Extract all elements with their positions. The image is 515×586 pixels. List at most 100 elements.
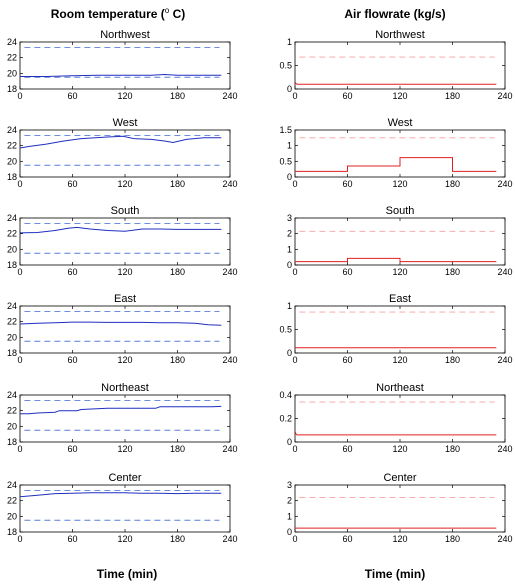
panel-title: East — [114, 293, 136, 305]
panel-title: Center — [383, 472, 416, 484]
y-tick-label: 22 — [7, 229, 17, 239]
series-line — [20, 73, 222, 77]
series-line — [19, 226, 222, 234]
series-line — [20, 405, 222, 415]
panel-title: South — [386, 205, 415, 217]
axes-box — [294, 129, 506, 178]
panel-right-northeast: Northeast 0 0.2 0.4 0 60 120 180 240 — [279, 382, 512, 454]
x-tick-label: 0 — [17, 355, 22, 365]
x-tick-label: 60 — [67, 179, 77, 189]
axes-box — [294, 484, 506, 533]
axes-box — [19, 484, 231, 533]
x-tick-label: 240 — [222, 534, 237, 544]
x-tick-label: 240 — [222, 91, 237, 101]
y-tick-label: 0 — [287, 437, 292, 447]
x-tick-label: 60 — [342, 267, 352, 277]
x-tick-label: 60 — [67, 444, 77, 454]
y-tick-label: 1 — [287, 37, 292, 47]
x-tick-label: 120 — [392, 444, 407, 454]
y-tick-label: 18 — [7, 437, 17, 447]
y-tick-label: 22 — [7, 53, 17, 63]
x-tick-label: 0 — [292, 91, 297, 101]
x-tick-label: 120 — [392, 355, 407, 365]
y-tick-label: 24 — [7, 125, 17, 135]
y-tick-label: 2 — [287, 229, 292, 239]
x-tick-label: 60 — [67, 534, 77, 544]
y-tick-label: 0.5 — [279, 325, 292, 335]
x-tick-label: 0 — [292, 534, 297, 544]
left-xlabel: Time (min) — [97, 567, 157, 581]
y-tick-label: 18 — [7, 172, 17, 182]
y-tick-label: 22 — [7, 406, 17, 416]
x-tick-label: 240 — [497, 179, 512, 189]
y-tick-label: 20 — [7, 511, 17, 521]
series-line — [295, 157, 497, 172]
panel-title: Northwest — [100, 29, 150, 41]
y-tick-label: 24 — [7, 37, 17, 47]
x-tick-label: 240 — [497, 534, 512, 544]
x-tick-label: 240 — [497, 267, 512, 277]
x-tick-label: 240 — [222, 355, 237, 365]
panel-title: East — [389, 293, 411, 305]
x-tick-label: 120 — [392, 91, 407, 101]
panel-title: West — [113, 117, 138, 129]
x-tick-label: 0 — [17, 179, 22, 189]
y-tick-label: 0 — [287, 84, 292, 94]
y-tick-label: 24 — [7, 390, 17, 400]
x-tick-label: 180 — [445, 355, 460, 365]
x-tick-label: 240 — [222, 179, 237, 189]
series-line — [19, 321, 222, 326]
y-tick-label: 20 — [7, 244, 17, 254]
series-line — [19, 492, 222, 498]
panel-right-south: South 0 1 2 3 0 60 120 180 240 — [287, 205, 513, 277]
y-tick-label: 0 — [287, 348, 292, 358]
x-tick-label: 240 — [222, 444, 237, 454]
x-tick-label: 180 — [170, 444, 185, 454]
x-tick-label: 0 — [292, 179, 297, 189]
x-tick-label: 180 — [170, 355, 185, 365]
y-tick-label: 0 — [287, 260, 292, 270]
series-line — [294, 431, 497, 436]
x-tick-label: 180 — [445, 444, 460, 454]
y-tick-label: 18 — [7, 348, 17, 358]
axes-box — [19, 217, 231, 266]
y-tick-label: 1 — [287, 141, 292, 151]
x-tick-label: 180 — [445, 534, 460, 544]
x-tick-label: 60 — [67, 355, 77, 365]
x-tick-label: 60 — [342, 444, 352, 454]
x-tick-label: 120 — [117, 179, 132, 189]
right-column-title: Air flowrate (kg/s) — [344, 7, 445, 21]
y-tick-label: 0.2 — [279, 414, 292, 424]
x-tick-label: 0 — [292, 444, 297, 454]
x-tick-label: 0 — [292, 355, 297, 365]
x-tick-label: 240 — [497, 444, 512, 454]
x-tick-label: 60 — [67, 267, 77, 277]
series-line — [295, 257, 497, 263]
panel-title: West — [388, 117, 413, 129]
panel-right-center: Center 0 1 2 3 0 60 120 180 240 — [287, 472, 513, 544]
y-tick-label: 18 — [7, 260, 17, 270]
y-tick-label: 1 — [287, 301, 292, 311]
x-tick-label: 120 — [117, 267, 132, 277]
y-tick-label: 0.4 — [279, 390, 292, 400]
x-tick-label: 180 — [170, 267, 185, 277]
x-tick-label: 120 — [392, 267, 407, 277]
axes-box — [294, 41, 506, 90]
y-tick-label: 18 — [7, 527, 17, 537]
x-tick-label: 0 — [17, 444, 22, 454]
x-tick-label: 120 — [117, 91, 132, 101]
y-tick-label: 22 — [7, 317, 17, 327]
y-tick-label: 0 — [287, 172, 292, 182]
y-tick-label: 0.5 — [279, 156, 292, 166]
x-tick-label: 0 — [17, 267, 22, 277]
y-tick-label: 20 — [7, 156, 17, 166]
panel-right-east: East 0 0.5 1 0 60 120 180 240 — [279, 293, 512, 365]
axes-box — [19, 394, 231, 443]
